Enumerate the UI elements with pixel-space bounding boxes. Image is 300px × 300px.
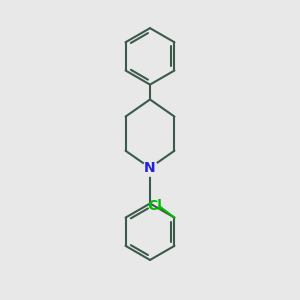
Text: Cl: Cl [148, 200, 163, 214]
Text: N: N [144, 161, 156, 175]
